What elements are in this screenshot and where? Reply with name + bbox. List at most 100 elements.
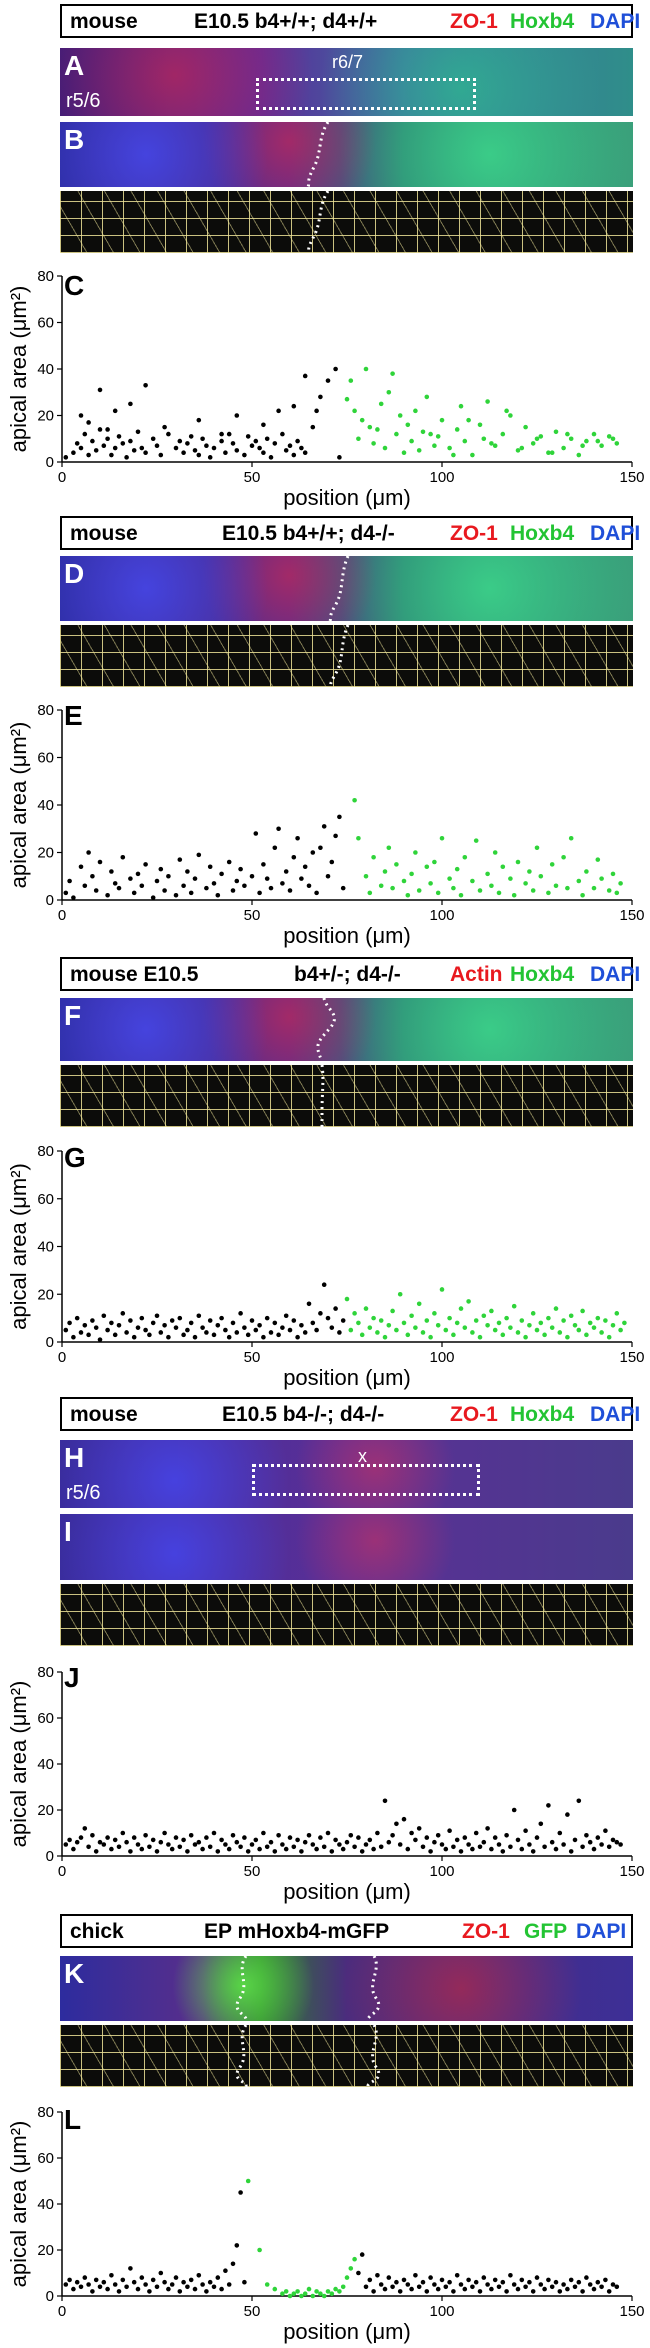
data-point-black [131,448,137,453]
data-point-black [211,2284,217,2290]
y-axis-label: apical area (μm²) [6,2121,31,2288]
data-point-green [409,1313,414,1319]
data-point-black [496,1842,502,1847]
data-point-black [71,2286,76,2292]
y-axis-label: apical area (μm²) [6,722,31,889]
data-point-green [390,885,395,891]
data-point-black [432,2282,437,2287]
data-point-black [549,1839,555,1845]
data-point-black [530,2289,536,2294]
data-point-black [405,2282,411,2287]
data-point-green [500,1332,506,1338]
data-point-black [439,1842,445,1847]
data-point-black [71,450,76,455]
data-point-black [359,2252,365,2257]
data-point-green [348,378,354,383]
data-point-black [188,1320,194,1326]
header-stain-blue: DAPI [576,1920,627,1943]
panel-letter: K [64,1958,85,1989]
data-point-green [546,1315,551,1321]
data-point-green [329,2291,335,2296]
data-point-green [576,878,582,884]
data-point-green [299,2293,304,2299]
data-point-black [394,1821,399,1827]
data-point-black [439,2277,445,2283]
data-point-black [158,1839,164,1845]
data-point-black [264,876,270,881]
compartment-boundary [316,998,336,1061]
data-point-black [572,2284,578,2290]
data-point-black [527,2279,532,2285]
data-point-black [253,1327,259,1333]
electroporation-boundaries [235,1956,381,2021]
data-point-green [344,396,350,402]
data-point-black [481,1839,487,1845]
data-point-green [356,436,361,442]
data-point-black [272,1849,278,1854]
data-point-green [565,431,570,437]
data-point-green [458,1306,464,1311]
data-point-black [367,2277,373,2283]
data-point-black [333,1306,338,1311]
data-point-black [143,1327,148,1333]
data-point-black [204,443,209,449]
data-point-green [489,1308,494,1314]
data-point-black [519,2277,525,2283]
data-point-black [86,420,91,425]
data-point-black [321,824,327,829]
region-label: r5/6 [66,1482,101,1504]
data-point-black [185,1849,190,1854]
data-point-black [158,866,164,872]
data-point-black [542,2286,547,2292]
data-point-green [538,873,544,879]
data-point-green [439,835,445,841]
data-point-black [101,1313,107,1319]
data-point-black [253,1837,259,1843]
data-point-black [173,1835,179,1840]
data-point-black [139,1315,145,1321]
data-point-black [257,1322,262,1328]
data-point-black [86,850,91,855]
data-point-green [572,1322,578,1328]
data-point-black [470,1846,475,1852]
data-point-green [413,408,418,414]
y-tick-label: 40 [37,361,54,378]
data-point-green [451,1332,456,1338]
data-point-black [74,1315,80,1321]
data-point-green [314,2289,319,2294]
data-point-black [135,1325,141,1330]
data-point-black [158,1330,164,1335]
data-point-black [192,876,198,881]
data-point-green [565,1334,570,1340]
data-point-black [268,1330,274,1335]
compartment-boundary [306,122,330,187]
data-point-black [587,1839,593,1845]
data-point-green [439,1287,445,1292]
data-point-black [150,1837,156,1843]
data-point-black [283,448,289,453]
data-point-black [565,1812,570,1817]
data-point-black [280,1842,285,1847]
data-point-black [78,445,84,451]
data-point-black [253,438,259,444]
data-point-black [147,2289,152,2294]
data-point-black [527,1842,532,1847]
data-point-green [420,1330,426,1335]
roi-box [252,1464,480,1496]
data-point-green [485,1322,490,1328]
y-tick-label: 60 [37,2150,54,2167]
data-point-green [534,845,540,851]
data-point-green [568,436,574,442]
data-point-black [337,1842,342,1847]
data-point-green [508,1325,513,1330]
data-point-black [101,1842,107,1847]
data-point-black [485,2282,490,2287]
data-point-black [306,1833,312,1838]
data-point-green [352,408,357,414]
data-point-black [492,2277,498,2283]
data-point-green [549,450,555,455]
data-point-black [504,1833,509,1838]
data-point-black [82,1826,88,1831]
data-point-green [515,859,521,865]
panel-b-segmentation-image [60,191,633,253]
